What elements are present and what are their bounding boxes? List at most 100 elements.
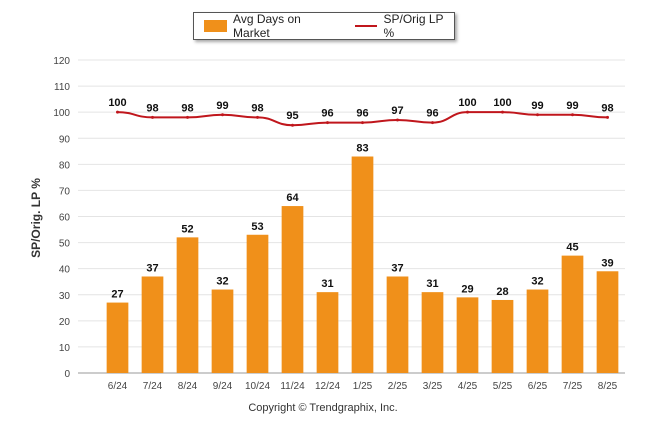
legend-line-label: SP/Orig LP % [383, 12, 444, 40]
bar [561, 255, 584, 373]
y-tick-label: 100 [53, 108, 70, 119]
y-tick-label: 40 [59, 265, 71, 276]
grid-lines [78, 59, 625, 374]
bar-data-label: 83 [356, 143, 368, 155]
bar [456, 297, 479, 373]
x-tick-label: 10/24 [245, 381, 270, 392]
y-tick-label: 120 [53, 56, 70, 67]
bar-data-label: 27 [111, 289, 123, 301]
bar [526, 289, 549, 373]
line-data-label: 100 [458, 97, 476, 109]
line-point [571, 113, 574, 117]
bar [211, 289, 234, 373]
y-tick-label: 30 [59, 291, 71, 302]
line-data-label: 98 [181, 102, 193, 114]
y-tick-label: 90 [59, 134, 71, 145]
line-point [361, 121, 364, 125]
y-tick-label: 10 [59, 343, 71, 354]
line-point [326, 121, 329, 125]
y-tick-label: 50 [59, 239, 71, 250]
line-data-label: 96 [426, 108, 438, 120]
bar [421, 292, 444, 373]
line-data-label: 98 [251, 102, 263, 114]
line-point [466, 110, 469, 114]
line-data-label: 96 [321, 108, 333, 120]
line-data-label: 99 [216, 100, 228, 112]
line-data-label: 98 [601, 102, 613, 114]
y-axis-label: SP/Orig. LP % [29, 178, 43, 258]
line-data-label: 100 [493, 97, 511, 109]
bar-data-label: 31 [426, 278, 438, 290]
line-point [396, 118, 399, 122]
x-tick-label: 3/25 [423, 381, 443, 392]
bar [316, 292, 339, 373]
y-tick-label: 110 [54, 82, 70, 93]
bar-data-label: 37 [146, 262, 158, 274]
bar [351, 156, 374, 373]
bar [141, 276, 164, 373]
y-tick-label: 20 [59, 317, 71, 328]
legend-item-line: SP/Orig LP % [337, 12, 454, 40]
line-data-label: 97 [391, 105, 403, 117]
bar-data-label: 29 [461, 283, 473, 295]
line-data-label: 98 [146, 102, 158, 114]
bar-data-label: 53 [251, 221, 263, 233]
line-point [221, 113, 224, 117]
line-point [431, 121, 434, 125]
bar-data-label: 31 [321, 278, 333, 290]
x-tick-label: 12/24 [315, 381, 340, 392]
line-point [151, 115, 154, 119]
x-tick-label: 7/25 [563, 381, 583, 392]
bar-data-label: 39 [601, 257, 613, 269]
line-point [501, 110, 504, 114]
x-tick-label: 7/24 [143, 381, 163, 392]
bar-data-label: 32 [531, 276, 543, 288]
legend: Avg Days on Market SP/Orig LP % [193, 12, 455, 40]
x-tick-label: 1/25 [353, 381, 373, 392]
bar [246, 234, 269, 373]
line-data-label: 100 [108, 97, 126, 109]
y-tick-label: 80 [59, 160, 71, 171]
bar [106, 302, 129, 373]
line-data-label: 99 [566, 100, 578, 112]
bar-data-label: 52 [181, 223, 193, 235]
x-tick-label: 2/25 [388, 381, 408, 392]
bar-data-label: 28 [496, 286, 508, 298]
line-point [256, 115, 259, 119]
bar-data-label: 37 [391, 262, 403, 274]
legend-bar-swatch [204, 20, 228, 32]
x-tick-label: 8/24 [178, 381, 198, 392]
legend-item-bar: Avg Days on Market [194, 12, 337, 40]
legend-bar-label: Avg Days on Market [233, 12, 301, 40]
x-tick-label: 8/25 [598, 381, 618, 392]
x-axis: 6/24 7/24 8/24 9/24 10/24 11/24 12/24 1/25 2/25 3… [108, 381, 618, 392]
line-point [186, 115, 189, 119]
x-tick-label: 6/25 [528, 381, 548, 392]
x-tick-label: 4/25 [458, 381, 478, 392]
line-data-label: 95 [286, 110, 298, 122]
line-point [536, 113, 539, 117]
y-tick-label: 60 [59, 213, 71, 224]
bar [176, 237, 199, 373]
line-data-label: 99 [531, 100, 543, 112]
x-tick-label: 6/24 [108, 381, 128, 392]
x-tick-label: 11/24 [280, 381, 305, 392]
legend-line-swatch [354, 25, 378, 27]
bar [491, 299, 514, 373]
line-point [291, 123, 294, 127]
copyright-footer: Copyright © Trendgraphix, Inc. [248, 402, 398, 414]
line-data-label: 96 [356, 108, 368, 120]
bar-data-label: 32 [216, 276, 228, 288]
bar-data-label: 64 [286, 192, 299, 204]
bar [386, 276, 409, 373]
x-tick-label: 9/24 [213, 381, 233, 392]
bar [596, 271, 619, 373]
bar-series: 27 37 52 32 53 64 31 83 37 31 29 28 32 45 39 [106, 143, 619, 373]
bar-data-label: 45 [566, 242, 578, 254]
line-series: 100 98 98 99 98 95 96 96 97 96 100 100 99 99 98 [108, 97, 614, 127]
x-tick-label: 5/25 [493, 381, 513, 392]
y-tick-label: 70 [59, 186, 71, 197]
y-tick-label: 0 [64, 369, 70, 380]
line-point [606, 115, 609, 119]
